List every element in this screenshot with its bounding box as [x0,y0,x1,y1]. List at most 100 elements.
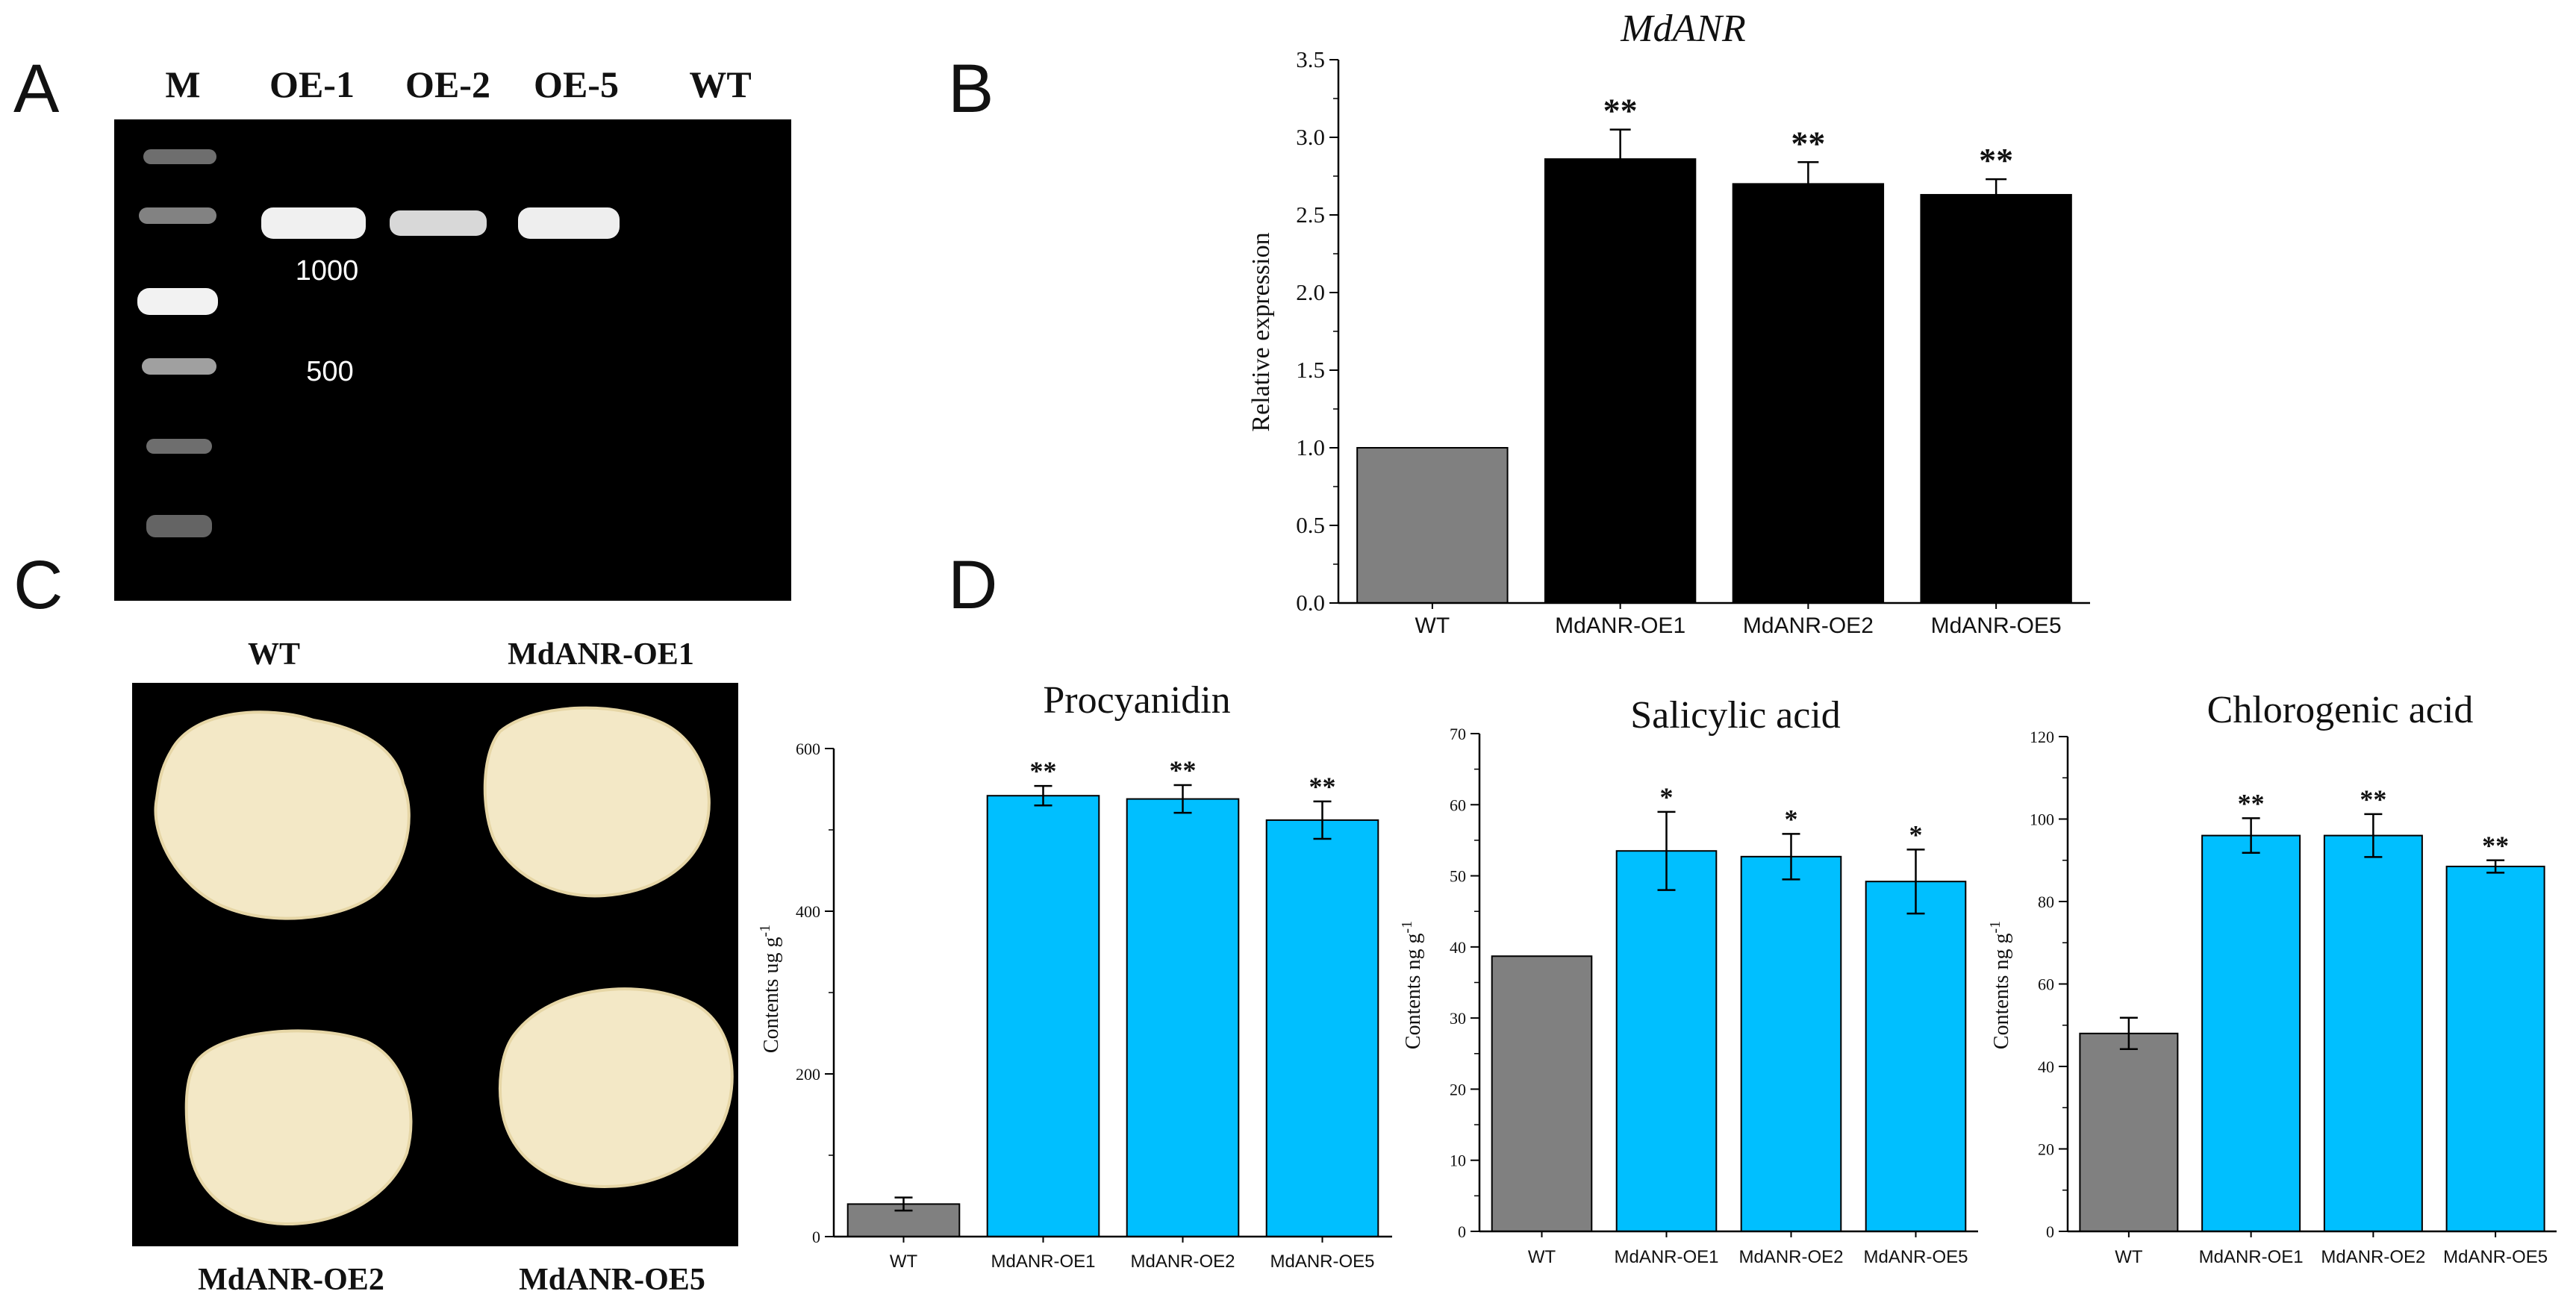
x-tick-label: MdANR-OE2 [1738,1247,1843,1267]
significance-label: ** [1170,755,1197,785]
y-tick-label: 40 [2038,1057,2054,1076]
chart-body: WT ** MdANR-OE1 ** MdANR-OE2 ** MdANR-OE5 0 200 4… [796,740,1392,1272]
y-tick-label: 40 [1450,938,1466,957]
significance-label: * [1785,804,1798,834]
significance-label: * [1660,782,1674,812]
error-bar [1034,784,1052,807]
y-tick-label: 2.5 [1296,201,1325,228]
error-bar [1313,800,1332,840]
y-tick-label: 0 [812,1228,820,1246]
chart-body: WT ** MdANR-OE1 ** MdANR-OE2 ** MdANR-OE5 0 20 40… [2030,728,2557,1267]
photo-label-wt: WT [248,637,300,672]
gel-lane-label-wt: WT [689,63,751,105]
error-bar [2119,1016,2138,1051]
bar-mdanr-oe5 [2445,866,2545,1232]
y-tick-label: 60 [2038,975,2054,994]
y-tick-label: 600 [796,740,820,758]
gel-lane-label-oe1: OE-1 [269,63,355,105]
error-bar [1782,833,1800,881]
y-axis-label: Contents ng g-1 [1987,921,2013,1049]
photo-label-oe2: MdANR-OE2 [198,1263,384,1297]
y-tick-label: 50 [1450,867,1466,886]
significance-label: ** [1309,772,1336,802]
bar-mdanr-oe5 [1865,881,1967,1233]
x-tick-label: MdANR-OE2 [2321,1247,2425,1267]
bar-mdanr-oe1 [2201,834,2301,1232]
x-tick-label: MdANR-OE5 [1931,613,2062,638]
significance-label: ** [1030,756,1057,786]
significance-label: ** [1603,92,1638,130]
gel-band-oe2 [390,210,487,236]
chart-body: WT * MdANR-OE1 * MdANR-OE2 * MdANR-OE5 0 10 20 30 4… [1450,725,1978,1267]
gel-marker-500: 500 [306,356,353,387]
y-tick-label: 1.5 [1296,357,1325,383]
panel-letter-a: A [13,51,60,127]
bar-mdanr-oe2 [1732,183,1885,604]
error-bar [1609,128,1631,190]
panel-letter-b: B [948,51,994,127]
significance-label: ** [2238,788,2265,818]
photo-label-oe1: MdANR-OE1 [508,637,694,672]
y-axis-label: Contents ug g-1 [757,925,783,1053]
bar-mdanr-oe1 [986,795,1100,1237]
y-tick-label: 1.0 [1296,434,1325,460]
error-bar [1173,784,1192,814]
callus-oe1 [483,706,711,898]
y-tick-label: 0 [1458,1222,1466,1241]
y-tick-label: 400 [796,902,820,921]
error-bar [2364,813,2383,858]
y-tick-label: 80 [2038,893,2054,911]
bar-mdanr-oe1 [1544,158,1697,604]
gel-lane-label-oe2: OE-2 [405,63,490,105]
callus-oe2 [184,1029,413,1226]
callus-oe5 [499,987,734,1189]
x-tick-label: MdANR-OE1 [991,1252,1095,1272]
chart-relative-expression: MdANR Relative expression WT ** MdANR-OE1 *… [1247,7,2090,638]
x-tick-label: MdANR-OE1 [1555,613,1685,638]
panel-letter-c: C [13,547,63,623]
significance-label: ** [2360,784,2386,814]
y-tick-label: 20 [2038,1140,2054,1159]
bar-wt [2079,1032,2179,1233]
chart-title: Chlorogenic acid [2207,689,2474,731]
significance-label: ** [1791,124,1825,162]
y-tick-label: 120 [2030,728,2054,746]
gel-band-oe1 [261,207,366,239]
chart-body: WT ** MdANR-OE1 ** MdANR-OE2 ** MdANR-OE5 0.0 0.… [1296,46,2090,638]
photo-label-oe5: MdANR-OE5 [519,1263,705,1297]
x-tick-label: MdANR-OE5 [1270,1252,1374,1272]
y-tick-label: 20 [1450,1080,1466,1099]
bar-wt [1491,955,1593,1232]
y-tick-label: 2.0 [1296,279,1325,305]
bar-mdanr-oe5 [1920,193,2072,604]
callus-wt [154,710,411,920]
error-bar [2242,817,2260,854]
bar-mdanr-oe1 [1615,850,1718,1232]
y-tick-label: 70 [1450,725,1466,743]
x-tick-label: WT [890,1252,918,1272]
gel-lane-label-oe5: OE-5 [534,63,619,105]
y-tick-label: 100 [2030,810,2054,829]
x-tick-label: MdANR-OE1 [1614,1247,1718,1267]
y-axis-label: Contents ng g-1 [1399,921,1425,1049]
chart-title: Procyanidin [1043,679,1230,722]
y-tick-label: 10 [1450,1152,1466,1170]
gel-marker-1000: 1000 [296,255,359,287]
error-bar [2486,859,2505,874]
x-tick-label: WT [1415,613,1450,638]
x-tick-label: MdANR-OE5 [1863,1247,1968,1267]
panel-letter-d: D [948,547,997,623]
callus-photo-panel: WT MdANR-OE1 MdANR-OE2 MdANR-OE5 [132,637,738,1297]
y-tick-label: 3.0 [1296,124,1325,150]
y-tick-label: 0 [2046,1222,2054,1241]
y-tick-label: 0.0 [1296,590,1325,616]
x-tick-label: MdANR-OE2 [1130,1252,1235,1272]
y-axis-label: Relative expression [1247,232,1275,431]
x-tick-label: MdANR-OE2 [1743,613,1874,638]
gel-panel: M OE-1 OE-2 OE-5 WT 1000 500 [114,63,791,601]
significance-label: * [1909,819,1923,849]
x-tick-label: MdANR-OE1 [2199,1247,2304,1267]
error-bar [894,1196,913,1212]
gel-image [114,119,791,601]
